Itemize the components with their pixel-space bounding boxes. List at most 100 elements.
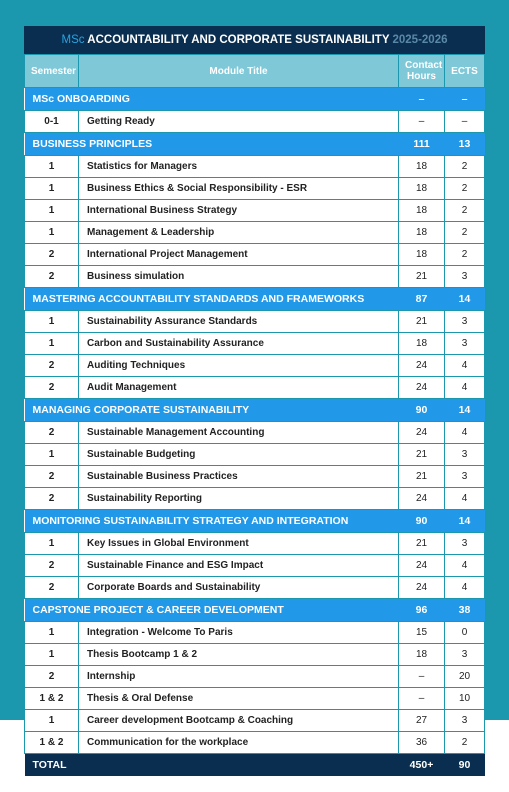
- cell-ects: 2: [445, 156, 485, 178]
- cell-module: Corporate Boards and Sustainability: [79, 577, 399, 599]
- table-row: 2Business simulation213: [25, 266, 485, 288]
- section-header-row: MASTERING ACCOUNTABILITY STANDARDS AND F…: [25, 288, 485, 311]
- title-prefix: MSc: [62, 34, 85, 46]
- cell-ects: 4: [445, 577, 485, 599]
- cell-module: Integration - Welcome To Paris: [79, 622, 399, 644]
- table-row: 1Integration - Welcome To Paris150: [25, 622, 485, 644]
- table-row: 1Management & Leadership182: [25, 222, 485, 244]
- cell-semester: 2: [25, 555, 79, 577]
- cell-ects: –: [445, 111, 485, 133]
- cell-semester: 2: [25, 422, 79, 444]
- section-ects: 38: [445, 599, 485, 622]
- cell-ects: 2: [445, 178, 485, 200]
- section-title: MONITORING SUSTAINABILITY STRATEGY AND I…: [25, 510, 399, 533]
- cell-contact-hours: 27: [399, 710, 445, 732]
- cell-contact-hours: 24: [399, 577, 445, 599]
- cell-semester: 2: [25, 266, 79, 288]
- cell-module: Key Issues in Global Environment: [79, 533, 399, 555]
- cell-contact-hours: 18: [399, 244, 445, 266]
- total-row: TOTAL450+90: [25, 754, 485, 777]
- cell-module: Statistics for Managers: [79, 156, 399, 178]
- section-contact-hours: –: [399, 88, 445, 111]
- cell-ects: 2: [445, 200, 485, 222]
- table-row: 2Sustainability Reporting244: [25, 488, 485, 510]
- cell-contact-hours: –: [399, 688, 445, 710]
- page: MSc ACCOUNTABILITY AND CORPORATE SUSTAIN…: [0, 0, 509, 720]
- cell-contact-hours: 18: [399, 644, 445, 666]
- cell-ects: 4: [445, 488, 485, 510]
- table-row: 2Auditing Techniques244: [25, 355, 485, 377]
- table-row: 1 & 2Communication for the workplace362: [25, 732, 485, 754]
- cell-contact-hours: 21: [399, 266, 445, 288]
- cell-module: Business Ethics & Social Responsibility …: [79, 178, 399, 200]
- cell-semester: 0-1: [25, 111, 79, 133]
- header-ects: ECTS: [445, 55, 485, 88]
- cell-module: Communication for the workplace: [79, 732, 399, 754]
- cell-contact-hours: 24: [399, 422, 445, 444]
- section-ects: 13: [445, 133, 485, 156]
- cell-semester: 2: [25, 466, 79, 488]
- cell-semester: 1: [25, 622, 79, 644]
- cell-semester: 2: [25, 244, 79, 266]
- table-header-row: Semester Module Title Contact Hours ECTS: [25, 55, 485, 88]
- cell-ects: 3: [445, 333, 485, 355]
- header-contact-hours: Contact Hours: [399, 55, 445, 88]
- cell-ects: 20: [445, 666, 485, 688]
- cell-contact-hours: –: [399, 111, 445, 133]
- cell-semester: 1: [25, 156, 79, 178]
- cell-contact-hours: 21: [399, 533, 445, 555]
- cell-module: Career development Bootcamp & Coaching: [79, 710, 399, 732]
- table-row: 2Sustainable Finance and ESG Impact244: [25, 555, 485, 577]
- cell-module: Thesis & Oral Defense: [79, 688, 399, 710]
- cell-semester: 2: [25, 577, 79, 599]
- table-row: 1Statistics for Managers182: [25, 156, 485, 178]
- cell-module: Sustainable Management Accounting: [79, 422, 399, 444]
- section-title: CAPSTONE PROJECT & CAREER DEVELOPMENT: [25, 599, 399, 622]
- cell-semester: 2: [25, 666, 79, 688]
- cell-semester: 1: [25, 710, 79, 732]
- cell-module: Management & Leadership: [79, 222, 399, 244]
- cell-semester: 1 & 2: [25, 732, 79, 754]
- cell-semester: 1: [25, 333, 79, 355]
- cell-ects: 0: [445, 622, 485, 644]
- cell-contact-hours: 15: [399, 622, 445, 644]
- cell-semester: 1: [25, 444, 79, 466]
- cell-contact-hours: 24: [399, 377, 445, 399]
- cell-ects: 3: [445, 444, 485, 466]
- total-contact-hours: 450+: [399, 754, 445, 777]
- cell-ects: 2: [445, 222, 485, 244]
- cell-module: Sustainable Finance and ESG Impact: [79, 555, 399, 577]
- table-row: 1Career development Bootcamp & Coaching2…: [25, 710, 485, 732]
- cell-semester: 1: [25, 644, 79, 666]
- section-contact-hours: 96: [399, 599, 445, 622]
- cell-ects: 3: [445, 710, 485, 732]
- cell-contact-hours: 24: [399, 555, 445, 577]
- cell-ects: 10: [445, 688, 485, 710]
- total-label: TOTAL: [25, 754, 399, 777]
- section-header-row: MANAGING CORPORATE SUSTAINABILITY9014: [25, 399, 485, 422]
- section-header-row: BUSINESS PRINCIPLES11113: [25, 133, 485, 156]
- table-row: 1Sustainability Assurance Standards213: [25, 311, 485, 333]
- cell-contact-hours: –: [399, 666, 445, 688]
- section-ects: –: [445, 88, 485, 111]
- section-contact-hours: 87: [399, 288, 445, 311]
- section-header-row: CAPSTONE PROJECT & CAREER DEVELOPMENT963…: [25, 599, 485, 622]
- title-bar: MSc ACCOUNTABILITY AND CORPORATE SUSTAIN…: [24, 26, 485, 54]
- cell-module: Internship: [79, 666, 399, 688]
- cell-ects: 4: [445, 377, 485, 399]
- cell-module: Sustainable Business Practices: [79, 466, 399, 488]
- cell-ects: 3: [445, 266, 485, 288]
- cell-contact-hours: 21: [399, 466, 445, 488]
- cell-module: Auditing Techniques: [79, 355, 399, 377]
- cell-semester: 1: [25, 178, 79, 200]
- section-header-row: MSc ONBOARDING––: [25, 88, 485, 111]
- cell-semester: 2: [25, 355, 79, 377]
- cell-semester: 1: [25, 533, 79, 555]
- cell-ects: 3: [445, 533, 485, 555]
- table-row: 2Internship–20: [25, 666, 485, 688]
- table-row: 1Business Ethics & Social Responsibility…: [25, 178, 485, 200]
- cell-semester: 1 & 2: [25, 688, 79, 710]
- cell-ects: 4: [445, 555, 485, 577]
- cell-ects: 2: [445, 244, 485, 266]
- cell-contact-hours: 18: [399, 200, 445, 222]
